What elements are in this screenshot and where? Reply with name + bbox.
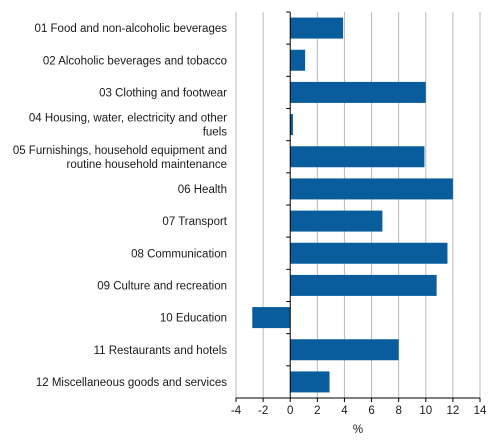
x-tick-label: 2	[314, 405, 320, 417]
x-axis-label: %	[353, 424, 363, 436]
bar	[290, 274, 437, 296]
category-labels: 01 Food and non-alcoholic beverages 02 Al…	[13, 23, 228, 389]
bar	[290, 17, 344, 39]
category-label: 07 Transport	[162, 216, 227, 228]
category-label: 01 Food and non-alcoholic beverages	[35, 23, 228, 35]
category-label: 09 Culture and recreation	[97, 280, 227, 292]
bar	[290, 49, 306, 71]
grid-lines	[235, 12, 481, 398]
category-label: 03 Clothing and footwear	[99, 87, 227, 99]
bar	[252, 307, 291, 329]
x-tick-label: 8	[395, 405, 401, 417]
bar	[290, 178, 453, 200]
x-tick-label: 12	[446, 405, 459, 417]
category-label: 04 Housing, water, electricity and other…	[29, 113, 227, 139]
category-label: 08 Communication	[131, 248, 227, 260]
axes	[235, 11, 481, 402]
x-tick-label: 14	[474, 405, 487, 417]
category-label: 12 Miscellaneous goods and services	[36, 377, 227, 389]
x-tick-label: 0	[287, 405, 293, 417]
bar	[290, 242, 448, 264]
category-label: 05 Furnishings, household equipment and r…	[13, 145, 227, 171]
bar	[290, 210, 383, 232]
bar	[290, 146, 425, 168]
category-label: 02 Alcoholic beverages and tobacco	[43, 55, 227, 67]
x-tick-label: -2	[258, 405, 268, 417]
bar	[290, 114, 293, 136]
bar	[290, 371, 330, 393]
x-tick-label: 4	[341, 405, 348, 417]
x-tick-label: 6	[368, 405, 374, 417]
category-label: 10 Education	[160, 313, 227, 325]
bar	[290, 81, 426, 103]
bar	[290, 339, 399, 361]
x-tick-label: -4	[231, 405, 242, 417]
x-tick-label: 10	[419, 405, 432, 417]
bars	[252, 17, 453, 393]
x-tick-labels: -4 -2 0 2 4 6 8 10 12 14	[231, 405, 487, 417]
category-label: 11 Restaurants and hotels	[94, 345, 228, 357]
category-label: 06 Health	[178, 184, 227, 196]
